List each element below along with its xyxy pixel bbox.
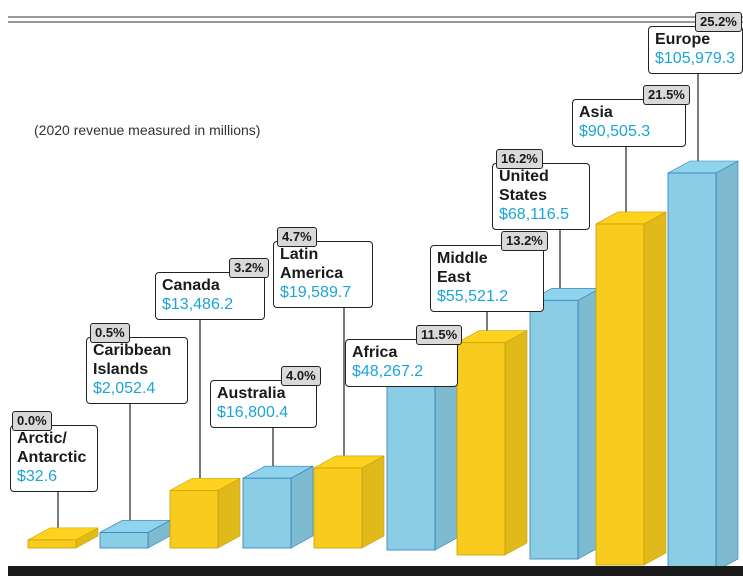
bar-side [361,455,385,549]
leader-lines [57,74,699,534]
bar-front [169,489,219,549]
category-label: Africa [352,344,398,361]
bar-side [290,465,314,549]
bar-front [27,539,77,549]
category-label: Asia [579,104,613,121]
bar-front [667,172,717,572]
bar-side [715,160,739,572]
percent-label: 0.5% [90,323,130,343]
callout-4: Latin America $19,589.7 [273,241,373,308]
category-label: Australia [217,385,286,402]
percent-label: 16.2% [496,149,543,169]
callout-6: Middle East $55,521.2 [430,245,544,312]
value-label: $90,505.3 [579,123,651,140]
bar [667,160,739,572]
percent-label: 13.2% [501,231,548,251]
category-label: United States [499,168,549,204]
bar [595,211,667,566]
value-label: $13,486.2 [162,296,234,313]
baseline-floor [8,566,743,576]
bar-front [313,467,363,549]
value-label: $48,267.2 [352,363,424,380]
callout-3: Australia $16,800.4 [210,380,317,428]
bar-front [99,532,149,549]
category-label: Caribbean Islands [93,342,172,378]
value-label: $55,521.2 [437,288,509,305]
callout-9: Europe $105,979.3 [648,26,743,74]
bar [99,519,171,549]
percent-label: 0.0% [12,411,52,431]
bar-front [529,299,579,560]
percent-label: 3.2% [229,258,269,278]
chart-subtitle: (2020 revenue measured in millions) [34,122,261,138]
bar-front [386,363,436,551]
value-label: $105,979.3 [655,50,736,67]
category-label: Canada [162,277,220,294]
callout-2: Canada $13,486.2 [155,272,265,320]
bar-side [643,211,667,566]
bar [529,287,601,560]
percent-label: 4.0% [281,366,321,386]
bar [456,330,528,556]
percent-label: 4.7% [277,227,317,247]
callout-5: Africa $48,267.2 [345,339,458,387]
percent-label: 21.5% [643,85,690,105]
bar [27,527,99,549]
value-label: $68,116.5 [499,206,569,223]
value-label: $16,800.4 [217,404,289,421]
callout-0: Arctic/ Antarctic $32.6 [10,425,98,492]
callout-8: Asia $90,505.3 [572,99,686,147]
value-label: $19,589.7 [280,284,352,301]
bar [169,477,241,549]
category-label: Latin America [280,246,344,282]
category-label: Middle East [437,250,488,286]
bar [242,465,314,549]
percent-label: 25.2% [695,12,742,32]
category-label: Europe [655,31,711,48]
bar [313,455,385,549]
bar-front [595,223,645,566]
callout-7: United States $68,116.5 [492,163,590,230]
bars [27,160,739,572]
value-label: $2,052.4 [93,380,156,397]
bar-front [242,477,292,549]
percent-label: 11.5% [416,325,463,345]
value-label: $32.6 [17,468,58,485]
category-label: Arctic/ Antarctic [17,430,87,466]
bar-front [456,342,506,556]
callout-1: Caribbean Islands $2,052.4 [86,337,188,404]
bar-side [504,330,528,556]
